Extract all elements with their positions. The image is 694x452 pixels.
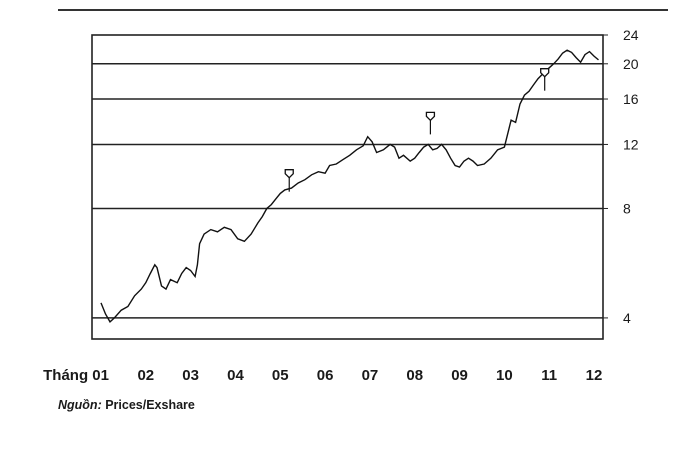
event-markers (284, 68, 550, 192)
x-label-02: 02 (137, 367, 154, 384)
source-text: Prices/Exshare (105, 398, 195, 412)
y-tick-label-8: 8 (623, 200, 631, 216)
x-label-05: 05 (272, 367, 289, 384)
y-tick-label-12: 12 (623, 136, 639, 152)
event-marker-shield-2 (425, 111, 436, 122)
x-label-01: Tháng 01 (43, 367, 109, 384)
source-lead: Nguồn: (58, 398, 102, 412)
x-label-06: 06 (317, 367, 334, 384)
price-series-line (100, 49, 599, 324)
x-label-11: 11 (541, 367, 557, 384)
source-note: Nguồn: Prices/Exshare (58, 398, 195, 412)
x-label-07: 07 (362, 367, 379, 384)
x-label-03: 03 (182, 367, 199, 384)
x-label-09: 09 (451, 367, 468, 384)
event-marker-icon-3 (540, 68, 550, 91)
event-marker-icon-2 (425, 111, 436, 135)
x-label-08: 08 (406, 367, 423, 384)
x-label-10: 10 (496, 367, 513, 384)
event-marker-shield-3 (540, 68, 550, 78)
y-tick-label-16: 16 (623, 91, 639, 107)
x-label-12: 12 (586, 367, 603, 384)
x-label-04: 04 (227, 367, 244, 384)
y-tick-label-4: 4 (623, 310, 631, 326)
event-marker-shield-1 (284, 169, 294, 179)
y-tick-label-20: 20 (623, 56, 639, 72)
y-axis-ticks: 4 8 12 16 20 24 (603, 27, 639, 326)
plot-frame (91, 34, 604, 340)
gridlines (92, 63, 603, 319)
event-marker-icon-1 (284, 169, 294, 192)
x-axis-labels: Tháng 01 02 03 04 05 06 07 08 09 10 11 12 (43, 367, 602, 384)
y-tick-label-24: 24 (623, 27, 639, 43)
